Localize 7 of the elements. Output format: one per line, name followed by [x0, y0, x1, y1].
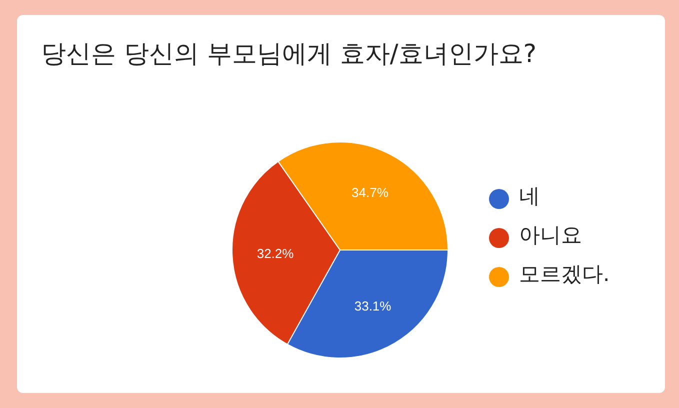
data-label: 33.1% — [354, 298, 392, 314]
data-label: 32.2% — [256, 246, 294, 261]
legend-label: 아니요 — [519, 223, 582, 247]
legend-label: 네 — [519, 184, 540, 208]
legend-label: 모르겠다. — [519, 262, 610, 286]
chart-title: 당신은 당신의 부모님에게 효자/효녀인가요? — [41, 38, 537, 70]
data-label: 34.7% — [352, 185, 389, 200]
